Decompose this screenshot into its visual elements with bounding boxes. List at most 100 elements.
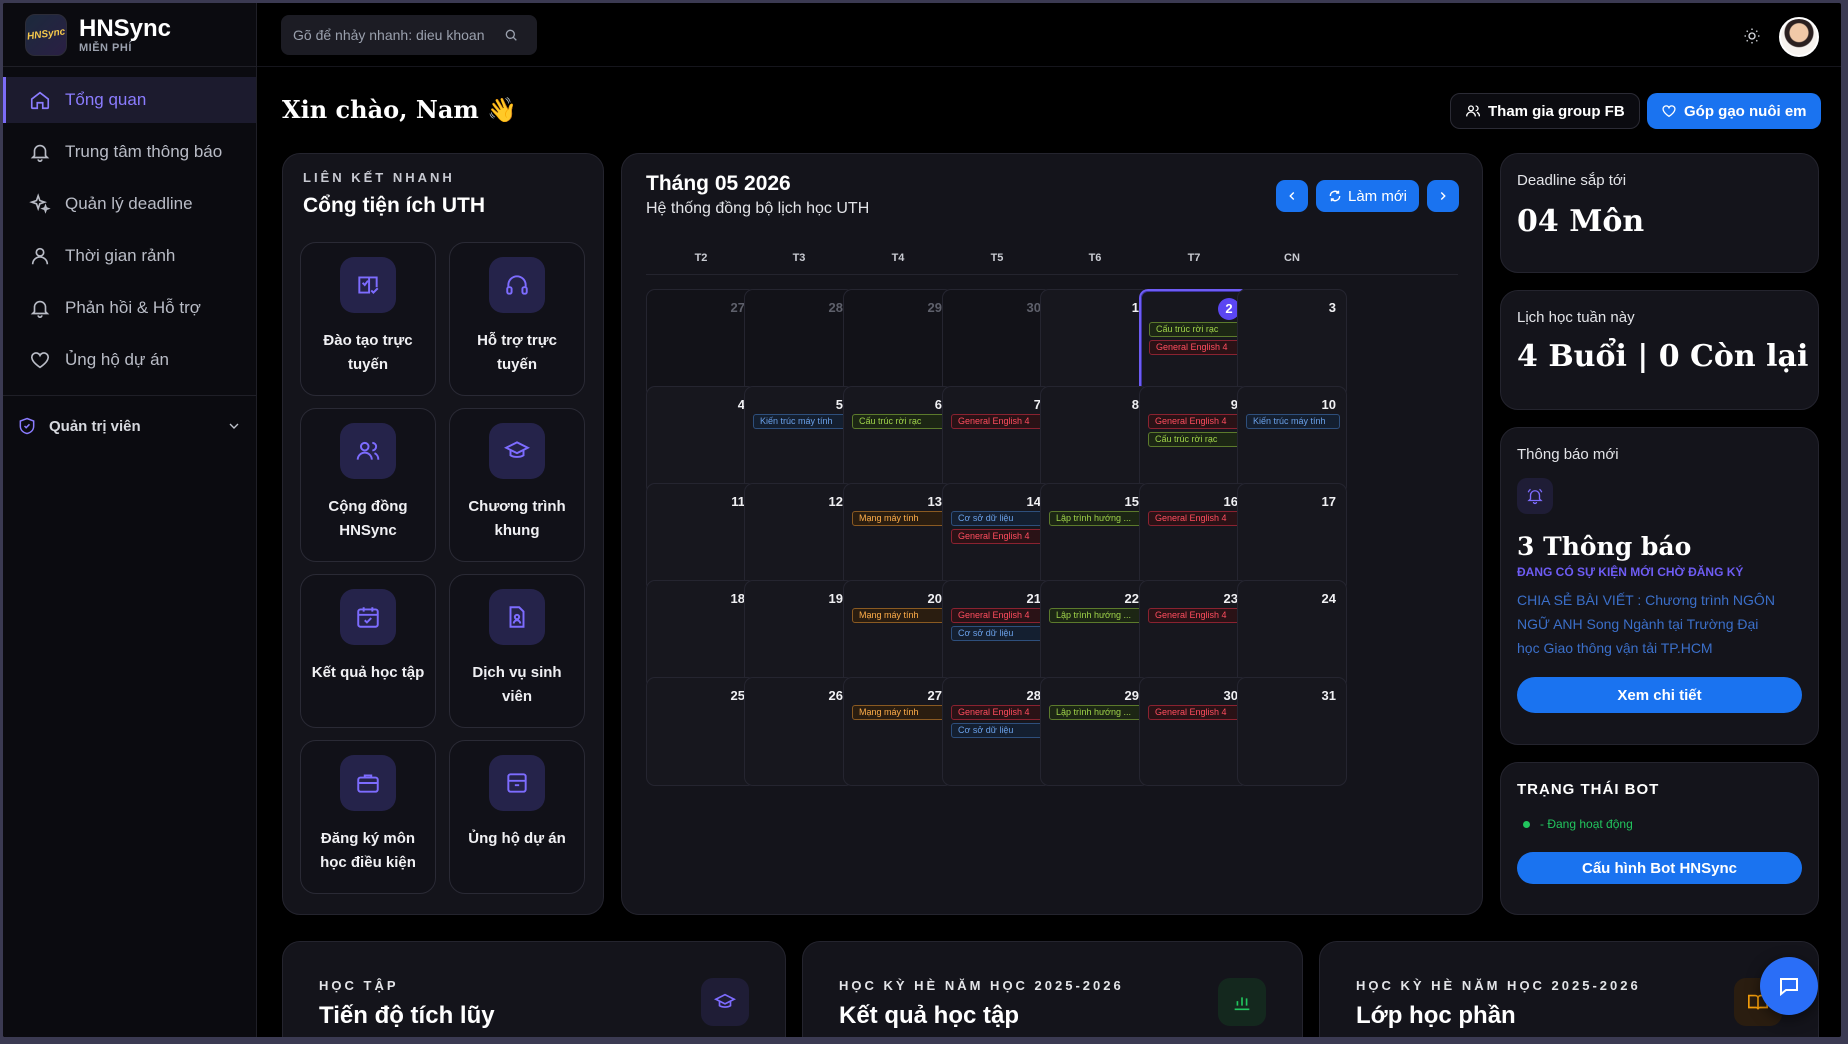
calendar-day[interactable]: 27 Mạng máy tính — [843, 677, 953, 786]
sidebar-item-deadline[interactable]: Quản lý deadline — [3, 181, 256, 227]
calendar-event[interactable]: General English 4 — [1148, 705, 1242, 720]
calendar-next-button[interactable] — [1427, 180, 1459, 212]
sidebar-item-feedback[interactable]: Phản hồi & Hỗ trợ — [3, 285, 256, 331]
sidebar-item-admin[interactable]: Quản trị viên — [3, 404, 256, 448]
calendar-day[interactable]: 7 General English 4 — [942, 386, 1052, 495]
calendar-day[interactable]: 21 General English 4 Cơ sở dữ liệu — [942, 580, 1052, 689]
calendar-event[interactable]: Mạng máy tính — [852, 608, 946, 623]
tile-online-support[interactable]: Hỗ trợ trực tuyến — [449, 242, 585, 396]
user-avatar[interactable] — [1779, 17, 1819, 57]
calendar-day[interactable]: 15 Lập trình hướng ... — [1040, 483, 1150, 592]
sidebar-item-notification-center[interactable]: Trung tâm thông báo — [3, 129, 256, 175]
calendar-day[interactable]: 14 Cơ sở dữ liệu General English 4 — [942, 483, 1052, 592]
calendar-day[interactable]: 3 — [1237, 289, 1347, 398]
tile-student-services[interactable]: Dịch vụ sinh viên — [449, 574, 585, 728]
calendar-day[interactable]: 26 — [744, 677, 854, 786]
calendar-event[interactable]: General English 4 — [1148, 511, 1242, 526]
calendar-day[interactable]: 22 Lập trình hướng ... — [1040, 580, 1150, 689]
calendar-day[interactable]: 30 General English 4 — [1139, 677, 1249, 786]
calendar-event[interactable]: General English 4 — [1149, 340, 1243, 355]
calendar-day[interactable]: 28 — [744, 289, 854, 398]
schedule-card[interactable]: Lịch học tuần này 4 Buổi | 0 Còn lại — [1500, 290, 1819, 410]
calendar-event[interactable]: Cấu trúc rời rạc — [1148, 432, 1242, 447]
class-sections-card[interactable]: HỌC KỲ HÈ NĂM HỌC 2025-2026 Lớp học phần — [1319, 941, 1819, 1037]
calendar-event[interactable]: Cơ sở dữ liệu — [951, 626, 1045, 641]
theme-toggle-sun-icon[interactable] — [1743, 27, 1761, 45]
calendar-day[interactable]: 9 General English 4 Cấu trúc rời rạc — [1139, 386, 1249, 495]
calendar-day[interactable]: 25 — [646, 677, 756, 786]
calendar-event[interactable]: Kiến trúc máy tính — [1246, 414, 1340, 429]
tile-course-registration[interactable]: Đăng ký môn học điều kiện — [300, 740, 436, 894]
calendar-event[interactable]: General English 4 — [951, 414, 1045, 429]
study-results-card[interactable]: HỌC KỲ HÈ NĂM HỌC 2025-2026 Kết quả học … — [802, 941, 1303, 1037]
sidebar-item-free-time[interactable]: Thời gian rảnh — [3, 233, 256, 279]
deadline-card[interactable]: Deadline sắp tới 04 Môn — [1500, 153, 1819, 273]
day-number: 9 — [1230, 397, 1238, 412]
calendar-day[interactable]: 17 — [1237, 483, 1347, 592]
calendar-event[interactable]: Lập trình hướng ... — [1049, 608, 1143, 623]
tile-community[interactable]: Cộng đồng HNSync — [300, 408, 436, 562]
calendar-event[interactable]: General English 4 — [1148, 414, 1242, 429]
calendar-event[interactable]: Lập trình hướng ... — [1049, 705, 1143, 720]
join-fb-group-button[interactable]: Tham gia group FB — [1450, 93, 1640, 129]
tile-study-results[interactable]: Kết quả học tập — [300, 574, 436, 728]
calendar-day[interactable]: 23 General English 4 — [1139, 580, 1249, 689]
calendar-event[interactable]: General English 4 — [1148, 608, 1242, 623]
day-number: 11 — [731, 494, 745, 509]
calendar-day[interactable]: 1 — [1040, 289, 1150, 398]
calendar-month-title: Tháng 05 2026 — [646, 172, 791, 195]
calendar-day[interactable]: 27 — [646, 289, 756, 398]
accumulation-progress-card[interactable]: HỌC TẬP Tiến độ tích lũy — [282, 941, 786, 1037]
bell-icon — [30, 300, 50, 318]
day-number: 28 — [828, 300, 843, 315]
donate-button[interactable]: Góp gạo nuôi em — [1647, 93, 1821, 129]
sidebar-item-label: Quản lý deadline — [65, 194, 193, 213]
brand[interactable]: HNSync HNSync MIỄN PHÍ — [3, 3, 256, 67]
sidebar-item-overview[interactable]: Tổng quan — [3, 77, 256, 123]
chat-support-button[interactable] — [1760, 957, 1818, 1015]
configure-bot-button[interactable]: Cấu hình Bot HNSync — [1517, 852, 1802, 884]
search-input[interactable] — [293, 27, 503, 43]
calendar-event[interactable]: Cấu trúc rời rạc — [852, 414, 946, 429]
calendar-day[interactable]: 31 — [1237, 677, 1347, 786]
calendar-event[interactable]: Kiến trúc máy tính — [753, 414, 847, 429]
calendar-day[interactable]: 13 Mạng máy tính — [843, 483, 953, 592]
sidebar-item-support-project[interactable]: Ủng hộ dự án — [3, 337, 256, 383]
calendar-day[interactable]: 30 — [942, 289, 1052, 398]
day-number: 21 — [1026, 591, 1041, 606]
calendar-event[interactable]: Cơ sở dữ liệu — [951, 511, 1045, 526]
calendar-day[interactable]: 12 — [744, 483, 854, 592]
calendar-day[interactable]: 10 Kiến trúc máy tính — [1237, 386, 1347, 495]
calendar-day[interactable]: 28 General English 4 Cơ sở dữ liệu — [942, 677, 1052, 786]
calendar-day[interactable]: 18 — [646, 580, 756, 689]
calendar-day[interactable]: 29 — [843, 289, 953, 398]
view-details-button[interactable]: Xem chi tiết — [1517, 677, 1802, 713]
tile-curriculum[interactable]: Chương trình khung — [449, 408, 585, 562]
calendar-event[interactable]: General English 4 — [951, 608, 1045, 623]
calendar-day[interactable]: 29 Lập trình hướng ... — [1040, 677, 1150, 786]
calendar-day[interactable]: 24 — [1237, 580, 1347, 689]
calendar-event[interactable]: Lập trình hướng ... — [1049, 511, 1143, 526]
calendar-day[interactable]: 20 Mạng máy tính — [843, 580, 953, 689]
calendar-day[interactable]: 6 Cấu trúc rời rạc — [843, 386, 953, 495]
calendar-event[interactable]: General English 4 — [951, 529, 1045, 544]
calendar-day[interactable]: 11 — [646, 483, 756, 592]
calendar-event[interactable]: General English 4 — [951, 705, 1045, 720]
calendar-event[interactable]: Mạng máy tính — [852, 511, 946, 526]
calendar-prev-button[interactable] — [1276, 180, 1308, 212]
calendar-day[interactable]: 8 — [1040, 386, 1150, 495]
calendar-event[interactable]: Cơ sở dữ liệu — [951, 723, 1045, 738]
calendar-day-today[interactable]: 2 Cấu trúc rời rạc General English 4 — [1139, 289, 1249, 398]
calendar-day[interactable]: 19 — [744, 580, 854, 689]
calendar-event[interactable]: Cấu trúc rời rạc — [1149, 322, 1243, 337]
calendar-day[interactable]: 16 General English 4 — [1139, 483, 1249, 592]
calendar-event[interactable]: Mạng máy tính — [852, 705, 946, 720]
search-icon[interactable] — [503, 27, 519, 43]
tile-online-training[interactable]: Đào tạo trực tuyến — [300, 242, 436, 396]
weekday-label: CN — [1284, 252, 1300, 264]
notification-preview-link[interactable]: CHIA SẺ BÀI VIẾT : Chương trình NGÔN NGỮ… — [1517, 592, 1775, 656]
calendar-day[interactable]: 4 — [646, 386, 756, 495]
calendar-refresh-button[interactable]: Làm mới — [1316, 180, 1419, 212]
calendar-day[interactable]: 5 Kiến trúc máy tính — [744, 386, 854, 495]
tile-support-project[interactable]: Ủng hộ dự án — [449, 740, 585, 894]
